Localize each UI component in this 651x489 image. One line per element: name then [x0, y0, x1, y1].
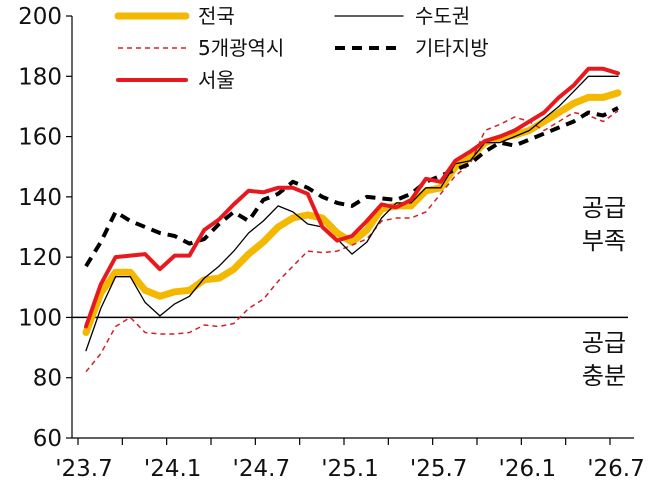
- y-tick-label: 100: [18, 305, 62, 331]
- series-line-전국: [82, 89, 622, 336]
- x-tick-label: '26.7: [587, 456, 645, 482]
- x-tick-label: '25.1: [321, 456, 379, 482]
- legend-label: 기타지방: [415, 36, 489, 60]
- annotation-text: 공급: [582, 194, 626, 222]
- y-tick-label: 120: [18, 245, 62, 271]
- series-line-서울: [84, 66, 620, 329]
- x-tick-label: '24.1: [144, 456, 202, 482]
- annotation-text: 공급: [582, 329, 626, 357]
- legend-label: 전국: [198, 4, 235, 28]
- x-tick-label: '26.1: [499, 456, 557, 482]
- legend-label: 수도권: [415, 4, 470, 28]
- legend-label: 서울: [198, 68, 235, 92]
- axes: 60 80 100 120 140 160 180 200 '23.7 '24.1 '24.7 '25…: [18, 4, 645, 482]
- series-line-기타지방: [84, 106, 619, 268]
- annotation-text: 충분: [582, 362, 626, 390]
- x-tick-label: '25.7: [410, 456, 468, 482]
- y-tick-label: 80: [33, 366, 62, 392]
- annotation-text: 부족: [582, 227, 626, 255]
- series-line-수도권: [85, 75, 619, 352]
- legend-label: 5개광역시: [198, 36, 284, 60]
- x-tick-label: '23.7: [55, 456, 113, 482]
- y-tick-label: 60: [33, 426, 62, 452]
- x-tick-label: '24.7: [233, 456, 291, 482]
- y-tick-label: 140: [18, 185, 62, 211]
- y-tick-label: 160: [18, 125, 62, 151]
- series-lines: [82, 66, 622, 373]
- y-tick-label: 200: [18, 4, 62, 30]
- y-tick-label: 180: [18, 64, 62, 90]
